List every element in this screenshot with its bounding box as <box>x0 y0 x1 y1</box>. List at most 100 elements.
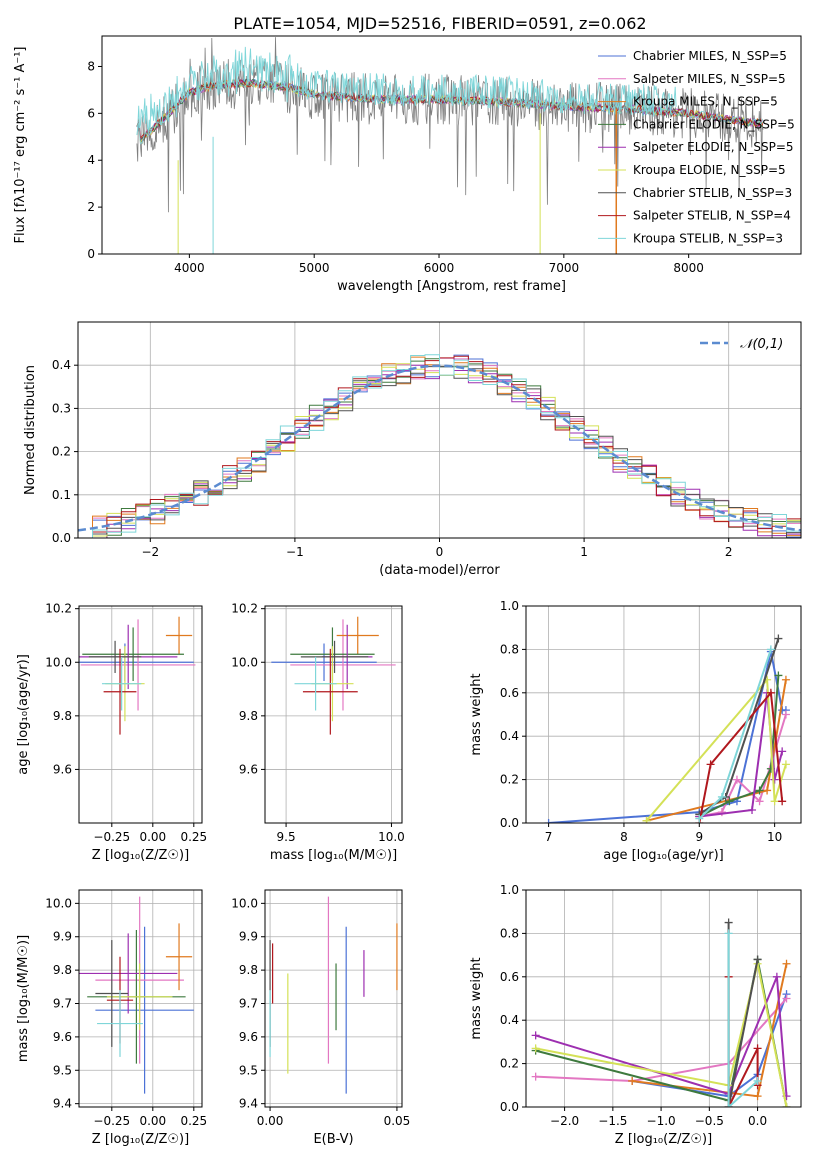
y-tick-label: 2 <box>87 200 95 214</box>
weight-marker <box>724 1103 733 1107</box>
weight-marker <box>781 675 790 684</box>
x-tick-label: −2.0 <box>550 1114 579 1128</box>
x-tick-label: 7 <box>545 830 553 844</box>
y-tick-label: 0.6 <box>500 686 519 700</box>
kroupa-stelib-spectrum <box>136 46 677 136</box>
weight-marker <box>642 816 651 823</box>
weight-marker <box>748 805 757 814</box>
x-tick-label: 0.05 <box>384 1114 411 1128</box>
weight-marker <box>724 929 733 938</box>
y-tick-label: 10.2 <box>45 602 72 616</box>
panel-age-vs-mass: 9.5 10.0 9.6 9.8 10.0 10.2 mass [log₁₀(M/M☉)] <box>231 602 405 863</box>
y-tick-label: 10.0 <box>45 896 72 910</box>
weight-line <box>535 963 788 1107</box>
weight-marker <box>774 671 783 680</box>
x-tick-label: −0.25 <box>93 1114 130 1128</box>
x-tick-label: 2 <box>725 545 733 559</box>
y-tick-label: 9.4 <box>239 1097 258 1111</box>
y-tick-label: 0.8 <box>500 926 519 940</box>
weight-marker <box>717 792 726 801</box>
x-tick-label: 0 <box>436 545 444 559</box>
plot-area <box>78 354 801 538</box>
y-tick-label: 9.7 <box>239 997 258 1011</box>
y-tick-label: 6 <box>87 106 95 120</box>
weight-marker <box>782 1103 791 1107</box>
weight-marker <box>753 1092 762 1101</box>
weight-marker <box>766 645 775 654</box>
y-tick-label: 9.7 <box>53 997 72 1011</box>
y-tick-label: 0.6 <box>500 970 519 984</box>
y-tick-label: 4 <box>87 153 95 167</box>
x-axis-label: Z [log₁₀(Z/Z☉)] <box>92 848 189 863</box>
x-axis-label: age [log₁₀(age/yr)] <box>603 848 724 863</box>
panel-mass-vs-Z: −0.25 0.00 0.25 9.4 9.5 9.6 9.7 9.8 9.9 10.0 Z [lo… <box>16 889 207 1147</box>
y-tick-label: 0.2 <box>52 445 71 459</box>
x-axis-label: E(B-V) <box>313 1132 353 1147</box>
weight-marker <box>753 1044 762 1053</box>
y-tick-label: 9.8 <box>53 709 72 723</box>
plot-area <box>544 634 790 823</box>
x-axis-label: Z [log₁₀(Z/Z☉)] <box>92 1132 189 1147</box>
y-tick-label: 9.6 <box>239 1030 258 1044</box>
x-tick-label: −1.0 <box>647 1114 676 1128</box>
y-tick-label: 0.1 <box>52 488 71 502</box>
weight-marker <box>782 959 791 968</box>
x-tick-label: 8 <box>620 830 628 844</box>
axes-frame <box>264 889 403 1108</box>
y-tick-label: 9.5 <box>239 1063 258 1077</box>
y-tick-label: 0.2 <box>500 773 519 787</box>
x-tick-label: −0.25 <box>93 830 130 844</box>
weight-marker <box>531 1072 540 1081</box>
weight-marker <box>695 814 704 823</box>
normal-curve <box>78 364 801 532</box>
weight-marker <box>628 1076 637 1085</box>
legend-label: Salpeter ELODIE, N_SSP=5 <box>633 140 794 154</box>
weight-marker <box>531 1044 540 1053</box>
axes-frame <box>525 889 802 1108</box>
weight-marker <box>531 1031 540 1040</box>
axes-frame <box>264 605 403 824</box>
y-tick-label: 1.0 <box>500 599 519 613</box>
axes-frame <box>78 889 203 1108</box>
plot-area <box>271 616 396 735</box>
x-axis-label: (data-model)/error <box>379 563 500 578</box>
y-tick-label: 9.4 <box>53 1097 72 1111</box>
legend-label: 𝒩(0,1) <box>740 337 783 352</box>
x-tick-label: 0.25 <box>180 830 207 844</box>
y-tick-label: 0.4 <box>500 1013 519 1027</box>
x-tick-label: 0.00 <box>139 830 166 844</box>
x-tick-label: 9.5 <box>277 830 296 844</box>
weight-marker <box>766 688 775 697</box>
x-tick-label: 9 <box>695 830 703 844</box>
weight-marker <box>778 747 787 756</box>
x-tick-label: 8000 <box>673 261 704 275</box>
weight-marker <box>782 994 791 1003</box>
panel-spectrum: 4000 5000 6000 7000 8000 0 2 4 6 8 wavelength [Ang… <box>13 35 802 294</box>
x-tick-label: −0.5 <box>695 1114 724 1128</box>
x-tick-label: 0.00 <box>139 1114 166 1128</box>
y-tick-label: 9.6 <box>239 762 258 776</box>
legend-label: Chabrier STELIB, N_SSP=3 <box>633 186 792 200</box>
panel-weight-vs-age: 7 8 9 10 0.0 0.2 0.4 0.6 0.8 1.0 age [log₁₀(age/yr… <box>469 599 802 863</box>
y-axis-label: Normed distribution <box>23 365 38 495</box>
weight-marker <box>755 797 764 806</box>
plot-area <box>136 37 764 254</box>
y-axis-label: mass [log₁₀(M/M☉)] <box>16 935 31 1062</box>
legend-label: Kroupa STELIB, N_SSP=3 <box>633 231 783 245</box>
y-tick-label: 9.6 <box>53 1030 72 1044</box>
y-tick-label: 10.0 <box>231 655 258 669</box>
x-tick-label: 10 <box>767 830 782 844</box>
weight-marker <box>778 797 787 806</box>
x-axis-label: mass [log₁₀(M/M☉)] <box>270 848 397 863</box>
x-tick-label: 7000 <box>549 261 580 275</box>
weight-marker <box>753 955 762 964</box>
panel-mass-vs-ebv: 0.00 0.05 9.4 9.5 9.6 9.7 9.8 9.9 10.0 E(B-V) <box>231 889 411 1147</box>
y-tick-label: 10.0 <box>231 896 258 910</box>
weight-marker <box>781 710 790 719</box>
y-tick-label: 0.4 <box>500 729 519 743</box>
x-tick-label: 4000 <box>174 261 205 275</box>
weight-marker <box>763 786 772 795</box>
y-tick-label: 9.8 <box>53 963 72 977</box>
x-tick-label: 1 <box>580 545 588 559</box>
